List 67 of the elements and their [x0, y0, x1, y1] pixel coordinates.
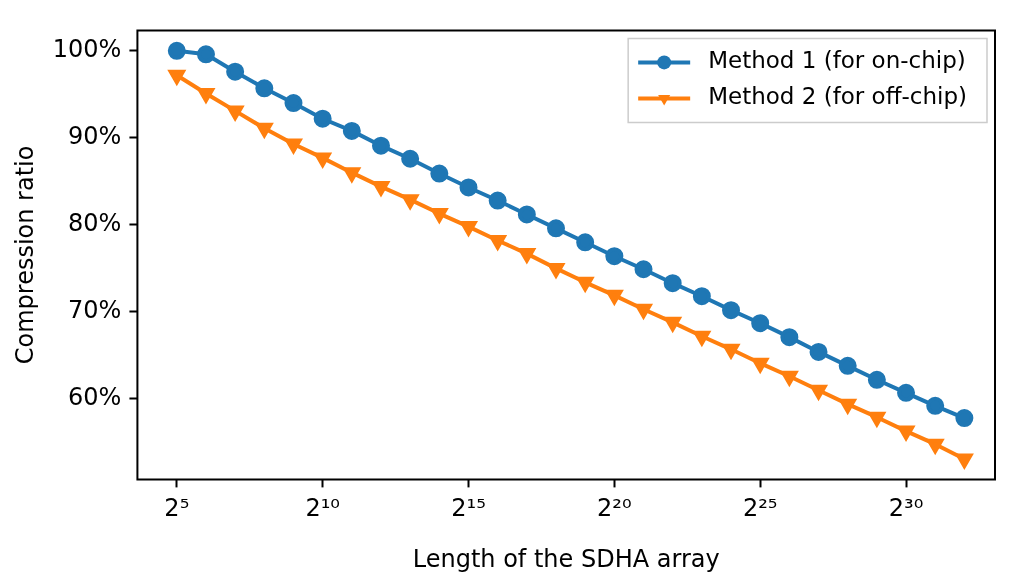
- point: [372, 181, 390, 196]
- point: [313, 109, 332, 128]
- point: [226, 62, 245, 81]
- point: [577, 276, 595, 294]
- point: [897, 383, 916, 402]
- point: [839, 398, 858, 416]
- point: [634, 260, 653, 279]
- y-tick-label: 100%: [52, 35, 122, 64]
- y-tick-label: 60%: [68, 383, 122, 412]
- point: [752, 357, 770, 375]
- point: [605, 247, 624, 266]
- legend-label: Method 2 (for off-chip): [708, 83, 968, 110]
- y-tick-label: 80%: [68, 209, 122, 238]
- point: [402, 194, 419, 209]
- point: [342, 121, 361, 140]
- point: [810, 384, 828, 402]
- point: [780, 328, 799, 347]
- point: [868, 411, 887, 429]
- point: [927, 438, 945, 456]
- point: [751, 314, 770, 333]
- point: [576, 233, 595, 252]
- point: [838, 356, 857, 375]
- y-tick-label: 90%: [68, 122, 122, 151]
- point: [430, 164, 449, 183]
- point: [692, 287, 711, 306]
- point: [488, 191, 507, 210]
- point: [314, 152, 331, 167]
- x-axis-title: Length of the SDHA array: [412, 544, 720, 573]
- x-tick-label: 2¹⁵: [451, 494, 486, 523]
- point: [489, 235, 506, 250]
- point: [897, 425, 915, 441]
- point: [167, 41, 186, 60]
- point: [431, 208, 448, 223]
- point: [722, 301, 741, 320]
- point: [693, 330, 712, 348]
- x-tick-label: 2³⁰: [888, 494, 924, 523]
- x-tick-label: 2¹⁰: [305, 494, 340, 523]
- point: [518, 248, 535, 263]
- point: [547, 262, 566, 280]
- point: [635, 303, 653, 321]
- legend-label: Method 1 (for on-chip): [708, 47, 966, 74]
- point: [343, 167, 360, 182]
- point: [663, 274, 682, 293]
- point: [517, 205, 536, 224]
- point: [780, 370, 799, 388]
- point: [605, 289, 624, 307]
- point: [284, 94, 303, 113]
- x-tick-label: 2⁵: [164, 494, 190, 523]
- point: [955, 409, 974, 428]
- x-tick-label: 2²⁰: [597, 494, 632, 523]
- x-tick-label: 2²⁵: [742, 494, 778, 523]
- point: [664, 316, 683, 334]
- y-tick-label: 70%: [68, 296, 122, 325]
- point: [371, 136, 390, 155]
- point: [547, 219, 565, 238]
- point: [867, 370, 886, 389]
- point: [255, 79, 274, 98]
- point: [196, 45, 215, 64]
- point: [459, 178, 478, 197]
- point: [227, 105, 244, 120]
- point: [722, 343, 740, 359]
- point: [401, 149, 420, 168]
- point: [956, 453, 973, 468]
- point: [285, 138, 302, 153]
- y-axis-title: Compression ratio: [10, 145, 39, 365]
- point: [809, 342, 828, 361]
- point: [460, 221, 477, 236]
